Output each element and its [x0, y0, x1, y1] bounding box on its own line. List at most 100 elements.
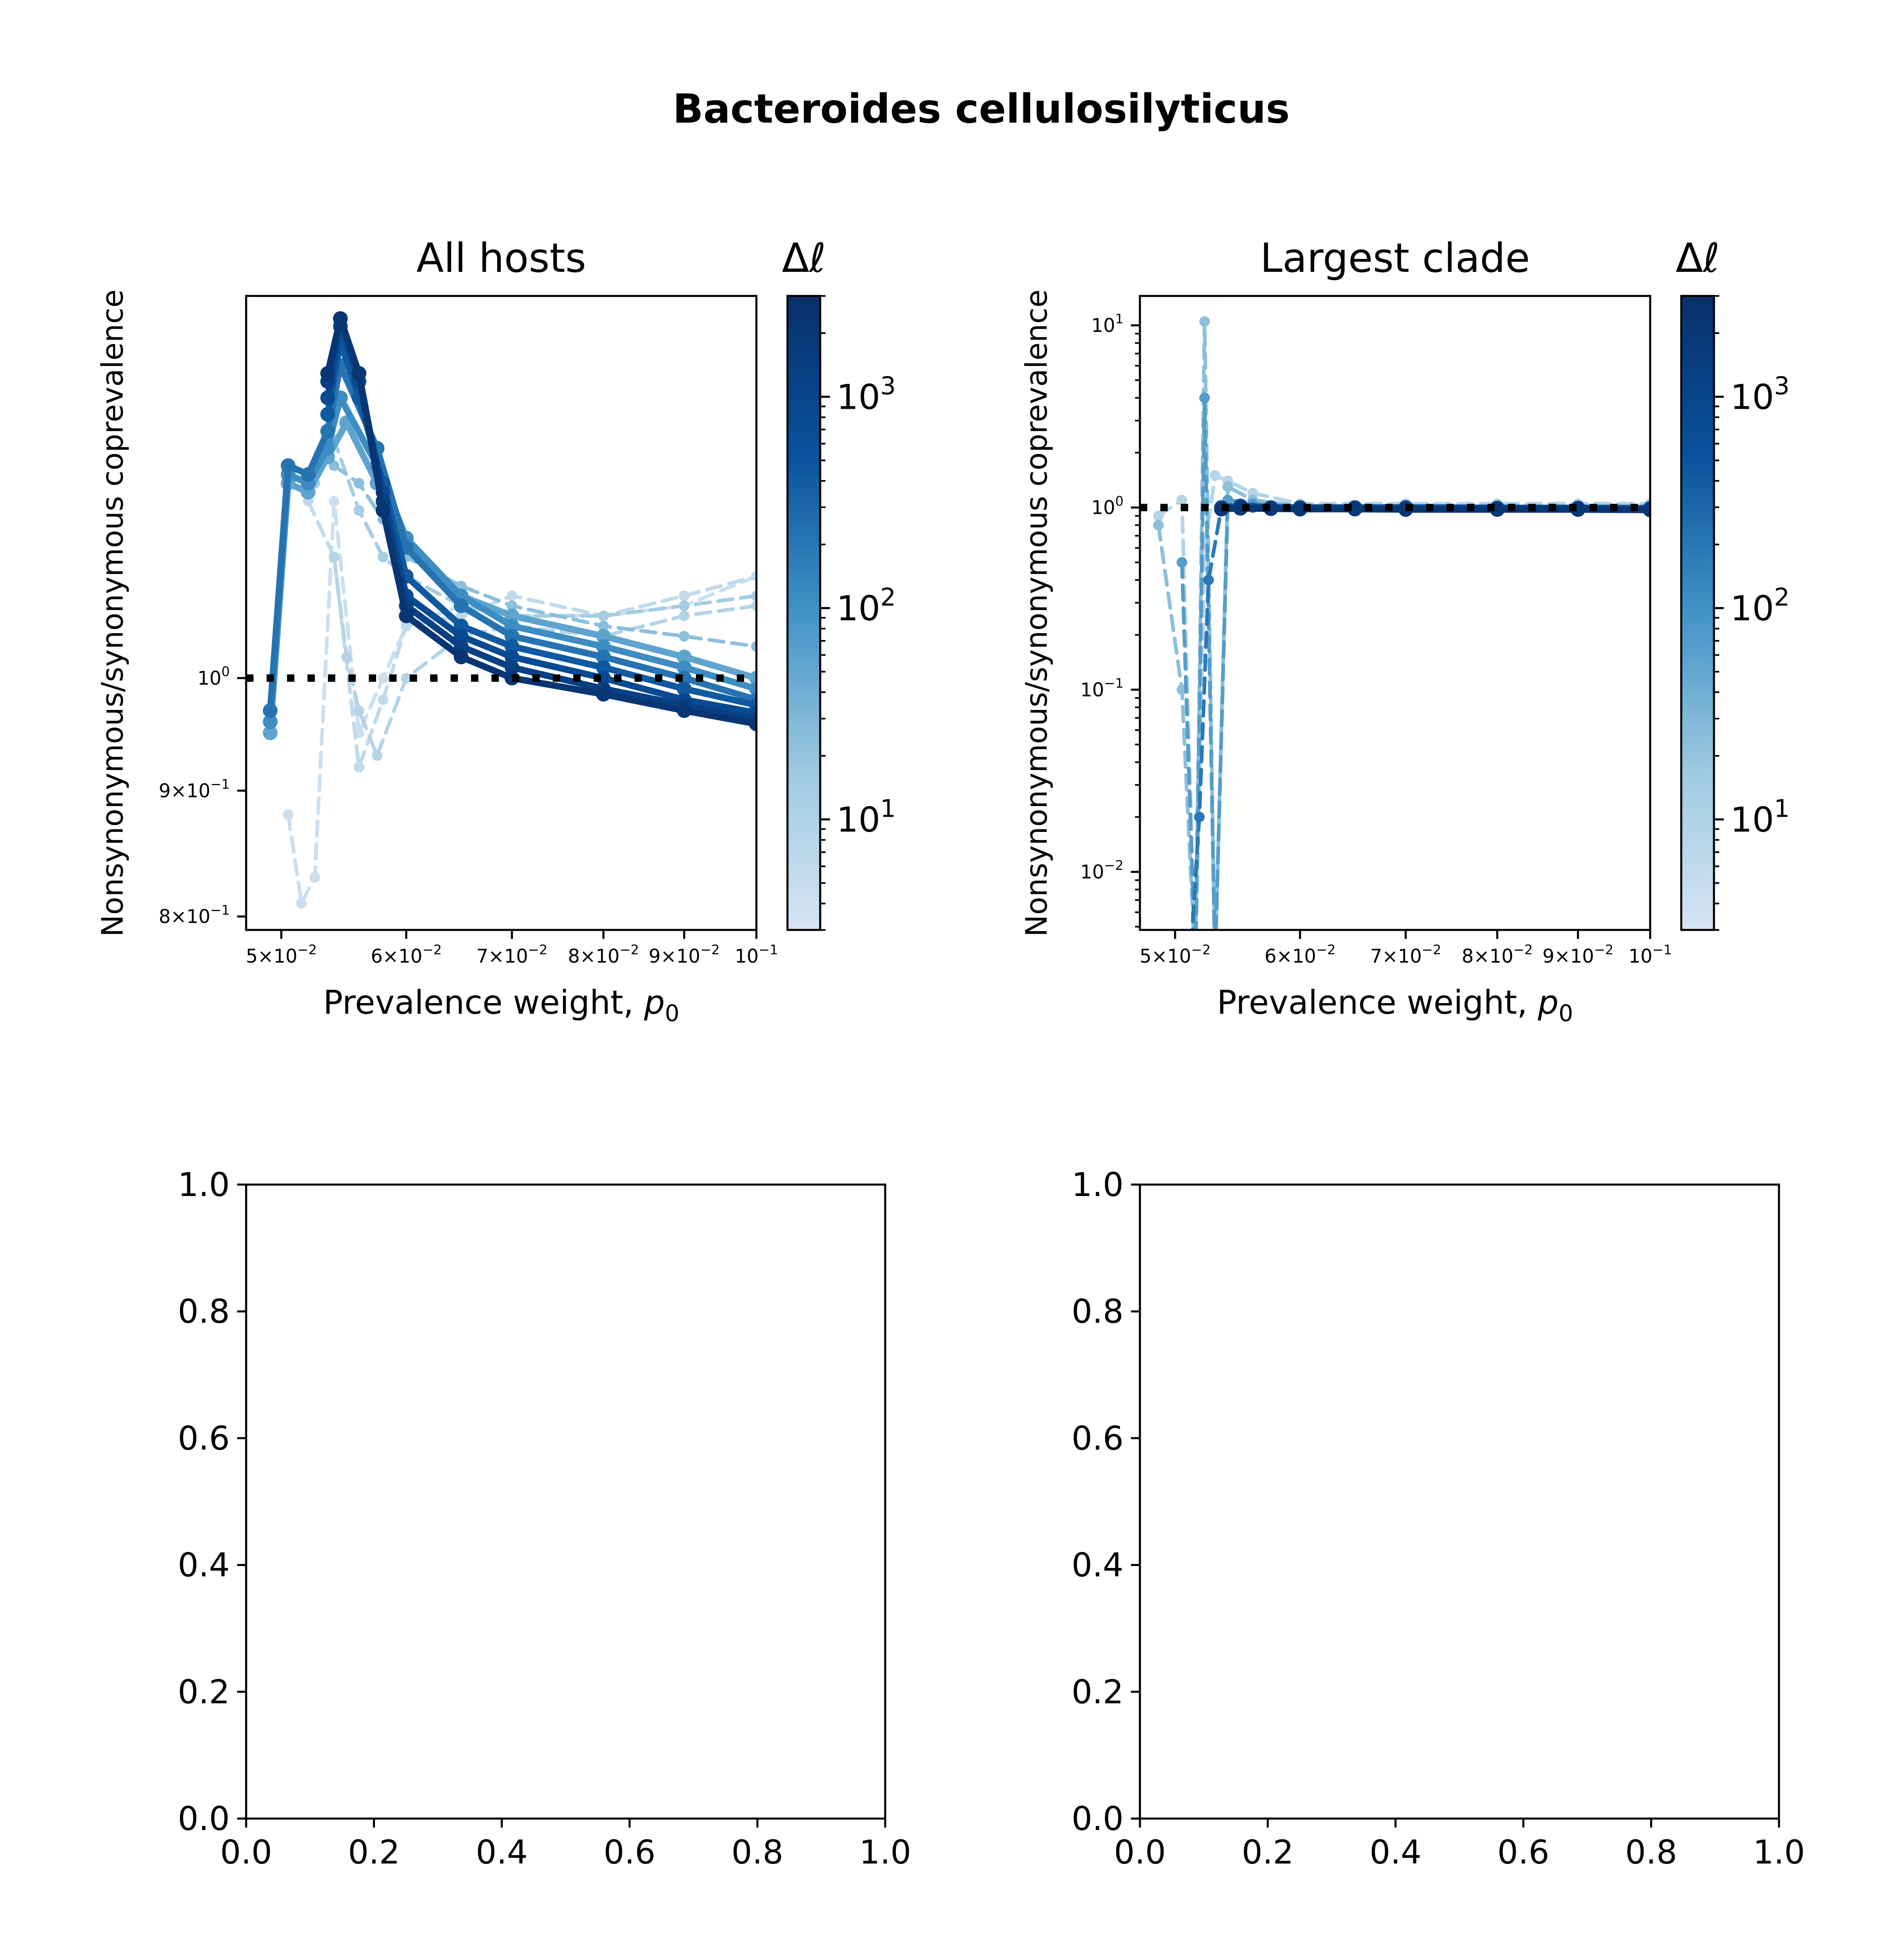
- colorbar-tick-label: 103: [837, 372, 896, 417]
- series-line: [1180, 396, 1650, 930]
- data-point: [507, 590, 518, 601]
- plot-frame: [1139, 295, 1651, 931]
- series-line: [324, 338, 756, 709]
- figure-title: Bacteroides cellulosilyticus: [673, 86, 1290, 132]
- x-axis-label-sub: 0: [665, 1000, 680, 1027]
- tick-label: 9×10−2: [1542, 942, 1613, 967]
- tick-label: 8×10−2: [568, 942, 639, 967]
- y-tick-label: 0.6: [178, 1419, 230, 1457]
- colorbar-label: Δℓ: [782, 235, 826, 282]
- data-point: [1223, 481, 1233, 492]
- data-point: [309, 871, 320, 883]
- data-point: [596, 660, 611, 675]
- panel-title: All hosts: [416, 235, 586, 282]
- colorbar-tick-label: 101: [1730, 795, 1790, 840]
- panel-empty-left: 0.0 0.2 0.4 0.6 0.8 1.0 0.0 0.2 0.4 0.6 0.8 1.0: [178, 1166, 911, 1871]
- y-axis-ticks: 0.0 0.2 0.4 0.6 0.8 1.0: [178, 1166, 246, 1838]
- x-tick-label: 0.2: [1242, 1833, 1294, 1871]
- data-point: [354, 505, 364, 516]
- data-point: [1210, 962, 1220, 972]
- data-point: [377, 672, 388, 683]
- data-point: [262, 725, 278, 740]
- data-point: [280, 458, 296, 473]
- plot-frame: [245, 1183, 886, 1820]
- data-point: [505, 608, 520, 623]
- tick-label: 7×10−2: [1370, 942, 1441, 967]
- x-tick-label: 1.0: [859, 1833, 911, 1871]
- data-point: [377, 551, 388, 562]
- x-axis-label-var: p: [1537, 983, 1559, 1021]
- data-point: [352, 366, 366, 381]
- data-point: [505, 660, 520, 675]
- y-tick-label: 1.0: [1072, 1166, 1124, 1204]
- data-point: [354, 762, 364, 773]
- data-point: [679, 610, 690, 621]
- x-tick-label: 0.0: [220, 1833, 272, 1871]
- y-tick-label: 0.2: [1072, 1673, 1124, 1711]
- data-point: [749, 681, 756, 697]
- y-tick-label: 0.0: [1072, 1800, 1124, 1838]
- data-point: [455, 610, 467, 621]
- tick-label: 5×10−2: [1140, 942, 1211, 967]
- y-axis-label: Nonsynonymous/synonymous coprevalence: [95, 289, 130, 937]
- data-point: [320, 390, 335, 405]
- data-point: [598, 610, 609, 621]
- data-point: [399, 608, 414, 623]
- tick-label: 8×10−2: [1462, 942, 1533, 967]
- x-axis-label-var: p: [644, 983, 665, 1021]
- x-tick-label: 0.6: [1497, 1833, 1549, 1871]
- colorbar-tick-label: 102: [1730, 583, 1790, 629]
- data-point: [372, 750, 383, 761]
- series-group: [262, 311, 756, 909]
- data-point: [596, 650, 611, 665]
- y-axis-label: Nonsynonymous/synonymous coprevalence: [1019, 289, 1054, 937]
- tick-label: 7×10−2: [476, 942, 547, 967]
- data-point: [751, 641, 756, 652]
- data-point: [262, 703, 278, 718]
- data-point: [1199, 392, 1210, 403]
- y-tick-label: 0.2: [178, 1673, 230, 1711]
- colorbar-ticks: 103 102 101: [1714, 295, 1790, 931]
- tick-label: 10−1: [1629, 942, 1672, 967]
- data-point: [596, 639, 611, 654]
- y-tick-label: 0.8: [178, 1292, 230, 1331]
- data-point: [505, 650, 520, 665]
- panel-largest-clade: Largest clade 5×10−2 6×10−2 7×10−2 8×10−2 9×…: [1019, 235, 1672, 1027]
- colorbar-tick-label: 102: [837, 583, 896, 629]
- data-point: [1210, 962, 1220, 972]
- x-axis-label-sub: 0: [1559, 1000, 1573, 1027]
- data-point: [1176, 495, 1187, 506]
- series-line: [1156, 473, 1650, 930]
- series-line: [1190, 506, 1650, 930]
- data-point: [1190, 962, 1201, 972]
- tick-label: 6×10−2: [371, 942, 442, 967]
- data-point: [677, 650, 692, 665]
- data-point: [329, 496, 339, 507]
- series-group: [1153, 316, 1650, 972]
- y-tick-label: 1.0: [178, 1166, 230, 1204]
- x-axis-label-text: Prevalence weight,: [1217, 983, 1538, 1021]
- data-point: [749, 717, 756, 731]
- data-point: [296, 898, 307, 909]
- tick-label: 100: [1091, 493, 1124, 519]
- x-axis-ticks: 0.0 0.2 0.4 0.6 0.8 1.0: [220, 1819, 911, 1871]
- data-point: [751, 600, 756, 611]
- y-tick-label: 0.6: [1072, 1419, 1124, 1457]
- y-tick-label: 0.4: [178, 1546, 230, 1584]
- data-point: [677, 703, 692, 718]
- tick-label: 10−1: [1080, 676, 1124, 701]
- series-line: [332, 555, 756, 758]
- data-point: [596, 687, 611, 702]
- data-point: [341, 652, 352, 663]
- colorbar-gradient: [786, 295, 821, 931]
- data-point: [283, 809, 294, 820]
- tick-label: 10−1: [735, 942, 778, 967]
- data-point: [1190, 962, 1201, 972]
- x-tick-label: 0.4: [1370, 1833, 1422, 1871]
- tick-label: 8×10−1: [159, 902, 230, 927]
- y-axis-ticks: 100 9×10−1 8×10−1: [159, 664, 246, 927]
- x-tick-label: 0.2: [348, 1833, 400, 1871]
- data-point: [320, 407, 335, 422]
- panel-all-hosts: All hosts 5×10−2 6×10−2 7×10−2 8×10−2 9×10−2…: [95, 235, 778, 1027]
- y-tick-label: 0.0: [178, 1800, 230, 1838]
